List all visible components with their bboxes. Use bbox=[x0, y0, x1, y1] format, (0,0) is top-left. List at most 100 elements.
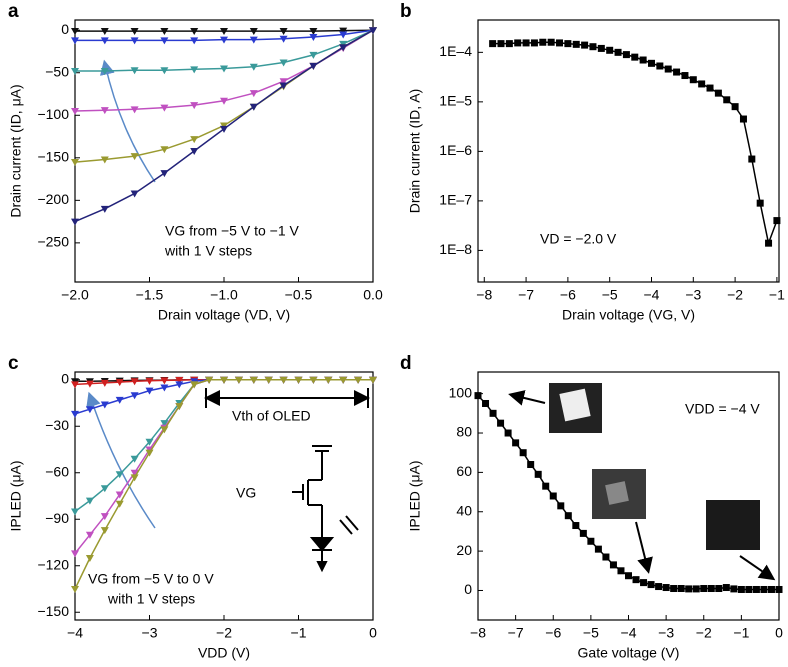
y-tick-label: 0 bbox=[61, 370, 69, 386]
y-tick-label: 40 bbox=[456, 502, 472, 518]
y-tick-label: −100 bbox=[37, 106, 69, 122]
marker bbox=[765, 239, 773, 247]
marker bbox=[85, 406, 94, 414]
marker bbox=[505, 40, 513, 48]
marker bbox=[572, 40, 580, 48]
marker bbox=[594, 545, 602, 553]
marker bbox=[512, 439, 520, 447]
marker bbox=[71, 586, 79, 593]
marker bbox=[572, 522, 580, 530]
marker bbox=[756, 199, 764, 207]
x-tick-label: −1 bbox=[291, 625, 307, 641]
marker bbox=[489, 40, 497, 48]
marker bbox=[700, 585, 708, 593]
x-tick-label: −2 bbox=[696, 625, 712, 641]
marker bbox=[534, 470, 542, 478]
annotation: with 1 V steps bbox=[107, 591, 195, 607]
marker bbox=[100, 68, 109, 76]
y-tick-label: 80 bbox=[456, 424, 472, 440]
marker bbox=[530, 39, 538, 47]
x-tick-label: −0.5 bbox=[285, 287, 313, 303]
marker bbox=[737, 585, 745, 593]
marker bbox=[130, 106, 139, 114]
marker bbox=[689, 76, 697, 84]
y-tick-label: −250 bbox=[37, 234, 69, 250]
y-tick-label: −150 bbox=[37, 603, 69, 619]
marker bbox=[309, 28, 318, 36]
marker bbox=[556, 39, 564, 47]
marker bbox=[71, 68, 79, 76]
x-tick-label: −7 bbox=[518, 287, 534, 303]
marker bbox=[175, 377, 184, 385]
marker bbox=[773, 217, 781, 225]
marker bbox=[324, 376, 333, 384]
marker bbox=[220, 36, 228, 44]
marker bbox=[354, 376, 363, 384]
marker bbox=[497, 40, 505, 48]
marker bbox=[294, 376, 303, 384]
marker bbox=[130, 28, 139, 36]
marker bbox=[519, 449, 527, 457]
series-line bbox=[492, 41, 778, 246]
marker bbox=[145, 449, 154, 457]
pointer-arrows bbox=[508, 390, 776, 581]
marker bbox=[539, 38, 547, 46]
marker bbox=[190, 66, 199, 74]
marker bbox=[130, 378, 139, 386]
x-tick-label: −2 bbox=[216, 625, 232, 641]
y-axis-label: IPLED (μA) bbox=[407, 460, 423, 531]
marker bbox=[707, 585, 715, 593]
marker bbox=[474, 392, 482, 400]
marker bbox=[557, 502, 565, 510]
marker bbox=[369, 27, 377, 35]
marker bbox=[279, 59, 288, 67]
marker bbox=[622, 51, 630, 59]
marker bbox=[497, 419, 505, 427]
marker bbox=[115, 471, 124, 479]
marker bbox=[527, 461, 535, 469]
marker bbox=[71, 508, 79, 516]
marker bbox=[130, 474, 139, 482]
marker bbox=[542, 482, 550, 490]
marker bbox=[145, 387, 154, 395]
x-tick-label: −8 bbox=[470, 625, 486, 641]
marker bbox=[614, 48, 622, 56]
marker bbox=[130, 455, 139, 463]
marker bbox=[706, 84, 714, 92]
y-tick-label: −30 bbox=[45, 417, 69, 433]
marker bbox=[739, 115, 747, 123]
marker bbox=[309, 376, 318, 384]
marker bbox=[160, 37, 169, 45]
marker bbox=[85, 380, 94, 388]
marker bbox=[632, 576, 640, 584]
annotation: with 1 V steps bbox=[164, 243, 252, 259]
marker bbox=[504, 429, 512, 437]
circuit bbox=[292, 445, 359, 573]
led-image bbox=[706, 500, 760, 550]
x-tick-label: −5 bbox=[583, 625, 599, 641]
marker bbox=[692, 585, 700, 593]
marker bbox=[264, 376, 273, 384]
marker bbox=[100, 379, 109, 387]
marker bbox=[160, 426, 169, 434]
marker bbox=[71, 108, 79, 116]
marker bbox=[760, 585, 768, 593]
marker bbox=[589, 43, 597, 51]
marker bbox=[731, 103, 739, 111]
marker bbox=[715, 585, 723, 593]
x-tick-label: 0 bbox=[775, 625, 783, 641]
marker bbox=[522, 39, 530, 47]
marker bbox=[609, 561, 617, 569]
x-tick-label: 0 bbox=[369, 625, 377, 641]
marker bbox=[71, 410, 79, 418]
marker bbox=[482, 399, 490, 407]
marker bbox=[160, 377, 169, 385]
marker bbox=[698, 80, 706, 88]
marker bbox=[581, 41, 589, 49]
x-tick-label: −5 bbox=[602, 287, 618, 303]
sweep-arrow bbox=[86, 391, 156, 529]
marker bbox=[625, 572, 632, 580]
led-spot bbox=[605, 481, 629, 505]
annotation: VG bbox=[236, 485, 256, 501]
